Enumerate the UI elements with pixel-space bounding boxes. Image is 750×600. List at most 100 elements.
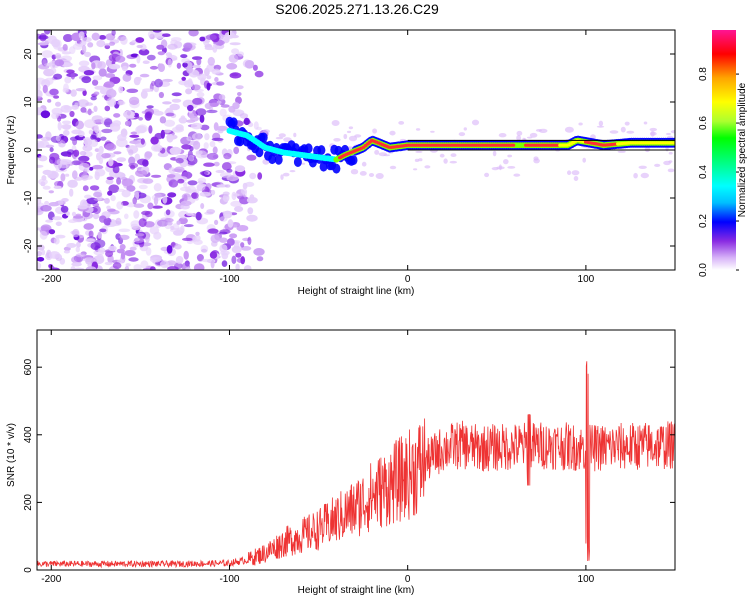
- noise-blob: [154, 193, 162, 199]
- noise-blob: [130, 223, 139, 229]
- noise-blob: [54, 59, 65, 67]
- noise-blob: [142, 178, 154, 184]
- noise-blob: [78, 60, 90, 67]
- noise-blob: [200, 203, 205, 209]
- noise-blob: [665, 132, 672, 136]
- noise-blob: [234, 206, 244, 212]
- noise-blob: [668, 151, 673, 155]
- colorbar-ticks: 0.0 0.2 0.4 0.6 0.8: [698, 67, 739, 277]
- noise-blob: [80, 107, 87, 113]
- noise-blob: [63, 105, 70, 110]
- noise-blob: [148, 125, 153, 134]
- noise-blob: [97, 231, 102, 239]
- noise-blob: [180, 200, 192, 207]
- noise-blob: [246, 197, 258, 204]
- figure-title: S206.2025.271.13.26.C29: [275, 1, 439, 17]
- noise-blob: [144, 210, 153, 218]
- noise-blob: [93, 205, 101, 215]
- noise-blob: [178, 117, 188, 124]
- noise-blob: [82, 185, 89, 192]
- noise-blob: [151, 205, 163, 209]
- noise-blob: [180, 54, 188, 59]
- noise-blob: [100, 136, 107, 141]
- y-tick-label: 400: [23, 426, 34, 443]
- noise-blob: [617, 150, 626, 153]
- noise-blob: [424, 165, 431, 169]
- noise-blob: [96, 129, 102, 139]
- noise-blob: [350, 169, 359, 175]
- colorbar-tick-label: 0.4: [698, 165, 709, 179]
- noise-blob: [51, 112, 59, 120]
- noise-blob: [383, 154, 391, 157]
- ridge-peak: [671, 141, 675, 145]
- noise-blob: [171, 92, 182, 97]
- noise-blob: [491, 167, 499, 171]
- noise-blob: [205, 34, 217, 41]
- spectrogram-marks: [37, 30, 675, 270]
- noise-blob: [113, 113, 121, 118]
- noise-blob: [492, 150, 497, 157]
- noise-blob: [78, 31, 85, 39]
- noise-blob: [169, 146, 182, 155]
- noise-blob: [89, 185, 100, 191]
- noise-blob: [571, 170, 580, 176]
- x-tick-label: -200: [41, 274, 61, 285]
- noise-blob: [92, 212, 100, 220]
- noise-blob: [191, 192, 199, 200]
- noise-blob: [81, 44, 87, 54]
- noise-blob: [49, 147, 54, 153]
- noise-blob: [626, 130, 635, 134]
- noise-blob: [195, 211, 202, 221]
- noise-blob: [211, 137, 224, 142]
- noise-blob: [93, 91, 100, 96]
- noise-blob: [463, 127, 467, 131]
- noise-blob: [224, 184, 231, 188]
- noise-blob: [135, 125, 147, 134]
- noise-blob: [188, 30, 199, 37]
- noise-blob: [126, 145, 139, 154]
- noise-blob: [174, 166, 185, 173]
- noise-blob: [71, 211, 77, 217]
- x-tick-label: 0: [405, 274, 411, 285]
- noise-blob: [227, 219, 234, 228]
- noise-blob: [609, 130, 619, 134]
- noise-blob: [90, 96, 97, 101]
- y-tick-label: -10: [23, 190, 34, 205]
- noise-blob: [43, 30, 51, 35]
- noise-blob: [471, 119, 480, 126]
- noise-blob: [118, 234, 130, 240]
- noise-blob: [133, 210, 140, 219]
- noise-blob: [398, 121, 405, 125]
- noise-blob: [670, 130, 675, 134]
- noise-blob: [115, 217, 122, 225]
- noise-blob: [449, 160, 457, 164]
- noise-blob: [654, 163, 661, 167]
- noise-blob: [37, 262, 42, 270]
- noise-blob: [191, 122, 203, 130]
- noise-blob: [156, 44, 165, 50]
- noise-blob: [112, 262, 122, 269]
- noise-blob: [66, 69, 75, 74]
- noise-blob: [121, 189, 131, 198]
- snr-y-label: SNR (10 * v/v): [6, 423, 17, 487]
- noise-blob: [242, 190, 247, 198]
- noise-blob: [222, 191, 230, 196]
- noise-blob: [196, 254, 204, 262]
- noise-blob: [140, 260, 149, 269]
- noise-blob: [219, 108, 227, 117]
- noise-blob: [206, 82, 211, 91]
- noise-blob: [153, 183, 162, 192]
- noise-blob: [153, 110, 164, 116]
- noise-blob: [53, 237, 60, 245]
- noise-blob: [101, 153, 111, 159]
- noise-blob: [192, 132, 203, 141]
- noise-blob: [85, 238, 96, 243]
- spectrogram-x-label: Height of straight line (km): [298, 286, 415, 297]
- colorbar-tick-label: 0.6: [698, 116, 709, 130]
- noise-blob: [55, 234, 66, 239]
- noise-blob: [233, 146, 240, 155]
- noise-blob: [126, 88, 139, 94]
- noise-blob: [535, 129, 542, 132]
- noise-blob: [650, 131, 657, 136]
- noise-blob: [415, 150, 423, 153]
